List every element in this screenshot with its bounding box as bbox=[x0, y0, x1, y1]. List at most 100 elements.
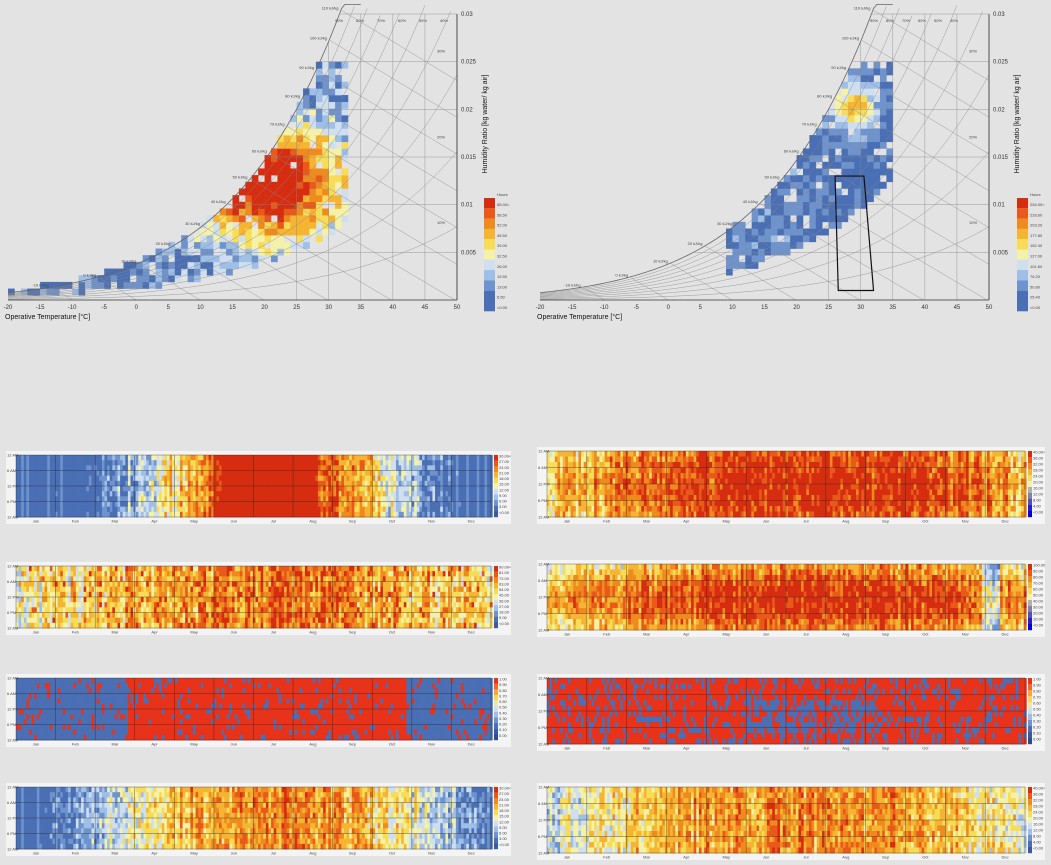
heatmap-cell bbox=[748, 451, 752, 457]
legend-swatch bbox=[484, 228, 495, 240]
heat-cell bbox=[264, 235, 272, 243]
heatmap-cell bbox=[440, 480, 444, 487]
heatmap-cell bbox=[918, 511, 922, 518]
heatmap-cell bbox=[884, 456, 888, 463]
heatmap-cell bbox=[848, 451, 852, 457]
heatmap-cell bbox=[547, 462, 551, 468]
heatmap-cell bbox=[746, 506, 750, 512]
heatmap-cell bbox=[795, 495, 799, 501]
heatmap-cell bbox=[793, 506, 797, 512]
heatmap-cell bbox=[317, 455, 321, 461]
heat-cell bbox=[117, 268, 124, 276]
heatmap-cell bbox=[471, 480, 475, 487]
heatmap-cell bbox=[36, 496, 40, 502]
enthalpy-line bbox=[861, 40, 990, 118]
heatmap-cell bbox=[908, 462, 912, 468]
heatmap-cell bbox=[911, 473, 915, 479]
heatmap-cell bbox=[432, 455, 436, 461]
heatmap-cell bbox=[29, 475, 33, 482]
heatmap-cell bbox=[372, 470, 376, 477]
heat-cell bbox=[238, 215, 246, 223]
heat-cell bbox=[854, 101, 862, 109]
heat-cell bbox=[328, 68, 336, 76]
heatmap-cell bbox=[232, 491, 236, 497]
heat-cell bbox=[309, 201, 317, 209]
heatmap-cell bbox=[798, 467, 802, 474]
heatmap-cell bbox=[349, 496, 353, 502]
heat-cell bbox=[886, 128, 894, 136]
heat-cell bbox=[886, 68, 894, 76]
heatmap-cell bbox=[127, 496, 131, 502]
heatmap-cell bbox=[725, 484, 729, 490]
heatmap-cell bbox=[91, 496, 95, 502]
heat-cell bbox=[341, 175, 349, 183]
heatmap-cell bbox=[481, 480, 485, 487]
heat-cell bbox=[815, 175, 823, 183]
heatmap-cell bbox=[338, 506, 342, 513]
heatmap-cell bbox=[52, 496, 56, 502]
heatmap-cell bbox=[871, 495, 875, 501]
heatmap-cell bbox=[367, 470, 371, 477]
heatmap-cell bbox=[242, 491, 246, 497]
heatmap-cell bbox=[390, 496, 394, 502]
heatmap-cell bbox=[489, 486, 493, 492]
heatmap-cell bbox=[143, 455, 147, 461]
heatmap-cell bbox=[112, 465, 116, 471]
heatmap-cell bbox=[101, 460, 105, 466]
heatmap-cell bbox=[714, 484, 718, 490]
heatmap-cell bbox=[29, 470, 33, 477]
heatmap-cell bbox=[86, 496, 90, 502]
heatmap-cell bbox=[114, 486, 118, 492]
heatmap-cell bbox=[458, 501, 462, 508]
heatmap-cell bbox=[607, 467, 611, 474]
heatmap-cell bbox=[203, 511, 207, 518]
heatmap-cell bbox=[816, 451, 820, 457]
heatmap-cell bbox=[362, 511, 366, 518]
heatmap-cell bbox=[549, 451, 553, 457]
heatmap-cell bbox=[294, 465, 298, 471]
heatmap-cell bbox=[127, 460, 131, 466]
heatmap-cell bbox=[455, 491, 459, 497]
heatmap-cell bbox=[853, 462, 857, 468]
heatmap-cell bbox=[156, 480, 160, 487]
heatmap-cell bbox=[557, 500, 561, 507]
heatmap-cell bbox=[297, 455, 301, 461]
heatmap-cell bbox=[419, 501, 423, 508]
heatmap-cell bbox=[94, 460, 98, 466]
heat-cell bbox=[828, 148, 836, 156]
heatmap-cell bbox=[620, 456, 624, 463]
heatmap-cell bbox=[380, 460, 384, 466]
heatmap-cell bbox=[654, 506, 658, 512]
heatmap-cell bbox=[211, 506, 215, 513]
rh-label: 20% bbox=[969, 134, 977, 139]
heatmap-cell bbox=[479, 475, 483, 482]
heatmap-cell bbox=[738, 511, 742, 518]
heatmap-cell bbox=[422, 470, 426, 477]
heatmap-cell bbox=[837, 462, 841, 468]
heatmap-cell bbox=[138, 460, 142, 466]
heatmap-cell bbox=[200, 511, 204, 518]
legend-swatch bbox=[484, 270, 495, 281]
heat-cell bbox=[828, 141, 836, 149]
heatmap-cell bbox=[271, 486, 275, 492]
heatmap-cell bbox=[842, 484, 846, 490]
heatmap-cell bbox=[811, 495, 815, 501]
heat-cell bbox=[860, 75, 868, 82]
heat-cell bbox=[341, 61, 349, 69]
heatmap-cell bbox=[73, 506, 77, 513]
heatmap-cell bbox=[268, 486, 272, 492]
x-tick-label: 15 bbox=[229, 305, 236, 311]
heatmap-cell bbox=[636, 495, 640, 501]
enthalpy-line bbox=[269, 153, 458, 265]
heatmap-cell bbox=[396, 496, 400, 502]
heatmap-cell bbox=[874, 495, 878, 501]
heatmap-cell bbox=[487, 470, 491, 477]
rh-label: 20% bbox=[437, 134, 445, 139]
heatmap-cell bbox=[588, 489, 592, 496]
heatmap-cell bbox=[213, 470, 217, 477]
heatmap-cell bbox=[903, 500, 907, 507]
heatmap-cell bbox=[419, 475, 423, 482]
heatmap-cell bbox=[897, 473, 901, 479]
heatmap-cell bbox=[140, 470, 144, 477]
heatmap-cell bbox=[484, 501, 488, 508]
